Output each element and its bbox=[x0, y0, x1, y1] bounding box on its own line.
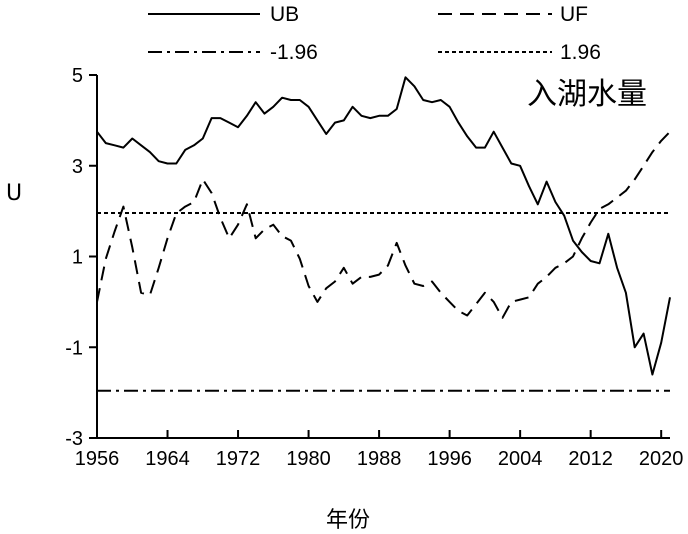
x-tick-label: 2004 bbox=[498, 448, 543, 470]
chart-annotation: 入湖水量 bbox=[527, 77, 647, 112]
x-tick-label: 1956 bbox=[75, 448, 120, 470]
legend: UB UF -1.96 1.96 bbox=[148, 3, 601, 64]
x-tick-label: 1980 bbox=[286, 448, 331, 470]
x-ticks: 1956 1964 1972 1980 1988 1996 2004 2012 2020 bbox=[75, 430, 684, 470]
y-tick-label: 5 bbox=[72, 65, 83, 87]
series-lines bbox=[96, 76, 671, 376]
legend-label-ub: UB bbox=[270, 3, 299, 26]
x-axis-title: 年份 bbox=[326, 508, 370, 533]
x-tick-label: 1996 bbox=[427, 448, 472, 470]
x-tick-label: 1988 bbox=[357, 448, 402, 470]
x-tick-label: 1972 bbox=[216, 448, 261, 470]
legend-label-lower: -1.96 bbox=[270, 41, 318, 64]
y-tick-label: -1 bbox=[65, 337, 83, 359]
legend-label-upper: 1.96 bbox=[560, 41, 601, 64]
x-tick-label: 2012 bbox=[568, 448, 613, 470]
series-line-uf bbox=[96, 131, 671, 319]
y-ticks: 5 3 1 -1 -3 bbox=[65, 65, 97, 450]
x-tick-label: 1964 bbox=[145, 448, 190, 470]
series-line-ub bbox=[96, 76, 671, 376]
reference-lines bbox=[97, 211, 670, 392]
axes bbox=[96, 75, 670, 439]
legend-label-uf: UF bbox=[560, 3, 588, 26]
y-tick-label: -3 bbox=[65, 428, 83, 450]
y-tick-label: 3 bbox=[72, 156, 83, 178]
x-tick-label: 2020 bbox=[639, 448, 684, 470]
y-axis-title: U bbox=[6, 181, 22, 206]
y-tick-label: 1 bbox=[72, 247, 83, 269]
